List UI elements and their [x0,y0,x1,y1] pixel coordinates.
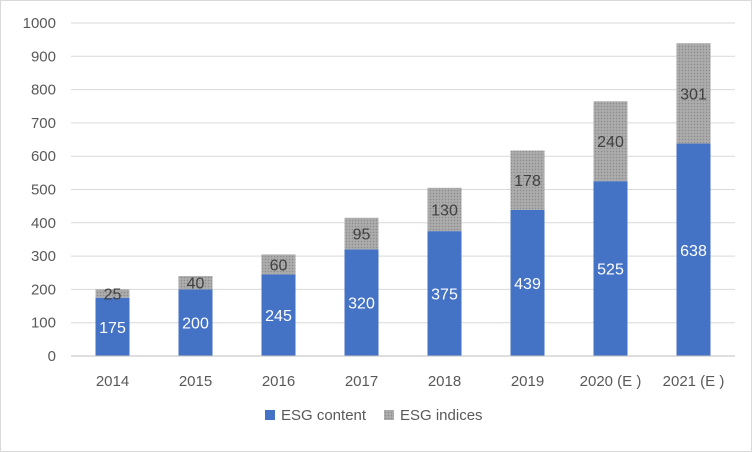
y-tick-label: 600 [31,148,56,165]
x-tick-label: 2021 (E ) [663,373,725,390]
bar-esg-indices [593,101,628,182]
data-label: 60 [270,257,288,274]
data-label: 175 [99,320,126,337]
x-tick-label: 2014 [96,373,129,390]
bar-esg-content [344,249,379,356]
legend-swatch-esg-indices [384,410,394,420]
data-label: 40 [187,276,205,293]
x-tick-label: 2020 (E ) [580,373,642,390]
legend-label-esg-content: ESG content [281,407,367,424]
bar-esg-indices [178,276,213,290]
data-label: 25 [104,287,122,304]
x-axis: 2014 2015 2016 2017 2018 2019 2020 (E ) 2021 (E… [71,355,735,390]
y-tick-label: 400 [31,215,56,232]
data-label: 525 [597,262,624,279]
legend: ESG content ESG indices [265,407,483,424]
x-tick-label: 2015 [179,373,212,390]
bar-esg-content [261,274,296,356]
data-label: 301 [680,86,707,103]
y-tick-label: 900 [31,48,56,65]
y-axis: 0 100 200 300 400 500 600 700 800 900 1000 [23,15,56,365]
x-tick-label: 2017 [345,373,378,390]
gridlines [71,22,735,324]
bars: 175 25 200 40 245 60 320 95 375 130 439 178 525 240 63… [95,43,711,356]
bar-esg-indices [427,187,462,232]
bar-esg-content [427,231,462,356]
data-label: 439 [514,276,541,293]
y-tick-label: 100 [31,315,56,332]
x-tick-label: 2019 [511,373,544,390]
data-label: 320 [348,296,375,313]
data-label: 245 [265,308,292,325]
legend-label-esg-indices: ESG indices [400,407,483,424]
y-tick-label: 800 [31,82,56,99]
bar-esg-indices [95,289,130,298]
bar-esg-indices [676,43,711,144]
x-tick-label: 2018 [428,373,461,390]
data-label: 178 [514,173,541,190]
bar-esg-content [593,181,628,356]
bar-esg-content [510,209,545,356]
legend-swatch-esg-content [265,410,275,420]
y-tick-label: 1000 [23,15,56,32]
y-tick-label: 500 [31,182,56,199]
bar-esg-content [95,297,130,356]
data-label: 95 [353,227,371,244]
y-tick-label: 200 [31,281,56,298]
data-label: 200 [182,316,209,333]
data-label: 240 [597,134,624,151]
bar-esg-content [676,143,711,356]
y-tick-label: 300 [31,248,56,265]
y-tick-label: 0 [48,348,56,365]
y-tick-label: 700 [31,115,56,132]
bar-esg-indices [261,254,296,275]
x-tick-label: 2016 [262,373,295,390]
data-label: 375 [431,287,458,304]
bar-esg-indices [344,217,379,250]
data-label: 638 [680,243,707,260]
bar-esg-content [178,289,213,356]
bar-esg-indices [510,150,545,210]
data-label: 130 [431,202,458,219]
